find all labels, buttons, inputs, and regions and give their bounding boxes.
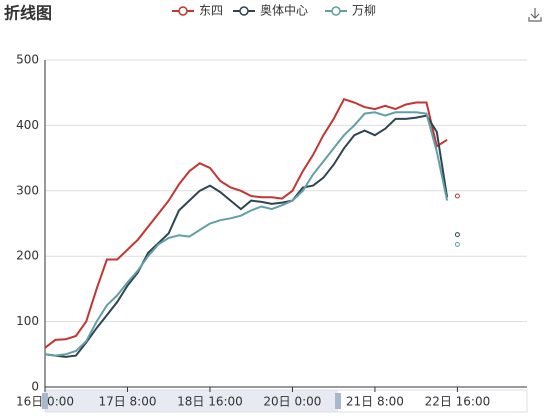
point <box>454 193 460 199</box>
x-tick-label: 18日 16:00 <box>177 395 243 409</box>
zoom-handle[interactable] <box>42 393 48 409</box>
y-tick-label: 500 <box>16 53 39 67</box>
y-tick-label: 0 <box>31 380 39 394</box>
y-tick-label: 400 <box>16 118 39 132</box>
series-line <box>45 99 457 348</box>
zoom-handle[interactable] <box>335 393 341 409</box>
series-line <box>45 116 457 357</box>
y-tick-label: 100 <box>16 314 39 328</box>
legend-label: 奥体中心 <box>260 3 308 18</box>
y-tick-label: 200 <box>16 249 39 263</box>
x-tick-label: 21日 8:00 <box>346 395 404 409</box>
x-tick-label: 16日 0:00 <box>16 395 74 409</box>
x-tick-label: 17日 8:00 <box>98 395 156 409</box>
legend-symbol <box>178 6 188 16</box>
chart-title: 折线图 <box>4 4 52 23</box>
legend-label: 万柳 <box>352 4 376 18</box>
legend-symbol <box>331 6 341 16</box>
y-tick-label: 300 <box>16 183 39 197</box>
zoom-selection[interactable] <box>45 390 338 412</box>
x-tick-label: 22日 16:00 <box>425 395 491 409</box>
legend-item[interactable]: 万柳 <box>325 4 376 18</box>
point <box>454 232 460 238</box>
download-icon[interactable] <box>528 8 542 22</box>
legend-item[interactable]: 东四 <box>172 4 223 18</box>
legend-item[interactable]: 奥体中心 <box>233 3 308 18</box>
point <box>454 241 460 247</box>
series-line <box>45 112 457 355</box>
x-tick-label: 20日 0:00 <box>263 395 321 409</box>
legend-label: 东四 <box>199 4 223 18</box>
legend-symbol <box>239 6 249 16</box>
